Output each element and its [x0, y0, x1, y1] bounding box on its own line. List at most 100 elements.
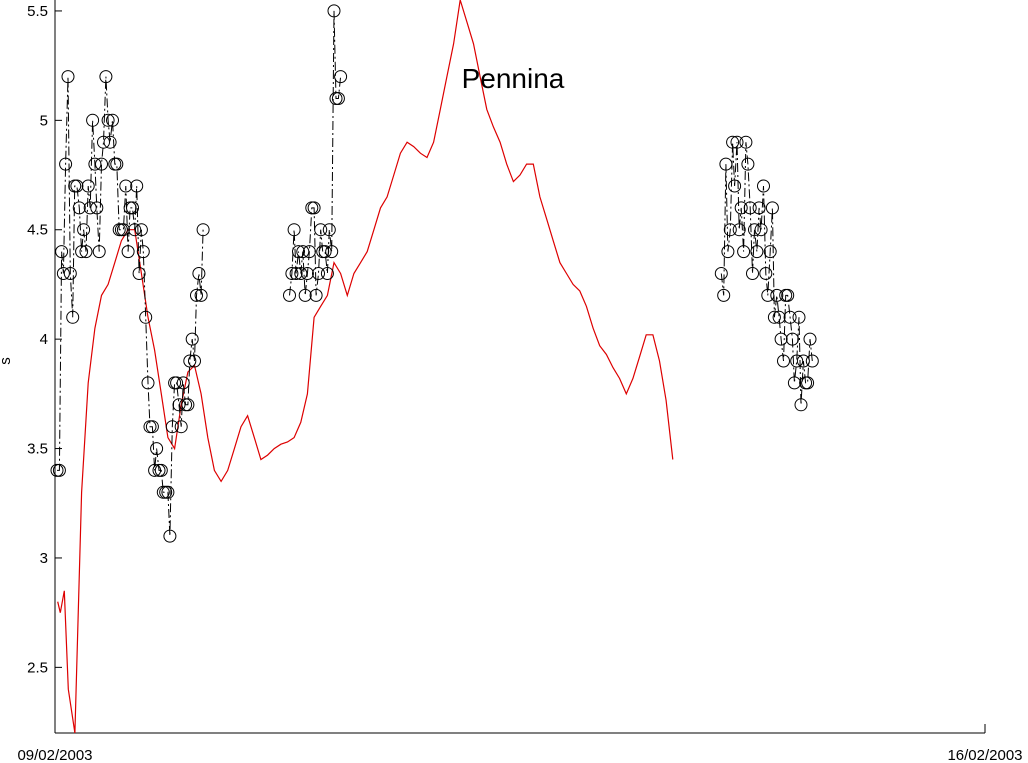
observed-point [322, 223, 336, 237]
observed-point [72, 201, 86, 215]
observed-point [150, 442, 164, 456]
chart-title: Pennina [462, 63, 565, 94]
y-tick-label: 4.5 [27, 222, 48, 239]
observed-point [781, 288, 795, 302]
observed-point [141, 376, 155, 390]
y-tick-label: 3.5 [27, 441, 48, 458]
observed-point [103, 135, 117, 149]
observed-point [283, 288, 296, 302]
observed-point [723, 223, 737, 237]
observed-point [741, 157, 755, 171]
observed-point [121, 245, 135, 259]
observed-point [714, 267, 728, 280]
observed-point [119, 179, 133, 193]
observed-point [743, 201, 757, 215]
observed-point [728, 179, 742, 193]
observed-point [318, 245, 332, 259]
observed-point [289, 267, 303, 280]
observed-point [801, 376, 815, 390]
observed-point [787, 376, 801, 390]
observed-point [56, 267, 70, 280]
observed-point [748, 223, 761, 237]
y-tick-label: 5.5 [27, 3, 48, 20]
observed-point [334, 70, 348, 84]
observed-point [145, 420, 159, 434]
observed-point [99, 70, 113, 84]
observed-point [309, 288, 323, 302]
observed-point [312, 267, 325, 280]
observed-point [176, 376, 190, 390]
observed-point [752, 201, 766, 215]
observed-point [126, 201, 139, 215]
observed-point [327, 4, 341, 18]
observed-point [307, 201, 321, 215]
observed-point [128, 223, 142, 237]
observed-point [730, 135, 744, 149]
observed-point [763, 245, 777, 259]
observed-point [805, 354, 819, 368]
observed-point [95, 157, 108, 171]
observed-point [294, 267, 308, 280]
observed-point [792, 310, 806, 324]
observed-point [59, 157, 73, 171]
observed-point [148, 463, 162, 477]
observed-point [292, 245, 305, 259]
observed-point [734, 201, 748, 215]
observed-point [63, 267, 77, 280]
observed-point [61, 70, 75, 84]
observed-point [165, 420, 179, 434]
observed-point [761, 288, 775, 302]
observed-point [732, 223, 746, 237]
y-tick-label: 3 [40, 550, 48, 567]
observed-point [77, 223, 91, 237]
observed-point [196, 223, 210, 237]
observed-point [188, 354, 201, 368]
series-layer [50, 0, 819, 734]
observed-point [721, 245, 735, 259]
observed-point [183, 354, 197, 368]
observed-point [287, 223, 301, 237]
observed-point [194, 288, 208, 302]
observed-point [320, 267, 334, 280]
observed-point [794, 398, 808, 412]
observed-point [737, 245, 751, 259]
observed-point [325, 245, 339, 259]
observed-point [110, 157, 124, 171]
observed-point [746, 267, 759, 280]
observed-point [726, 135, 740, 149]
observed-point [185, 332, 199, 346]
observed-point [717, 288, 731, 302]
observed-point [81, 179, 95, 193]
axes [54, 0, 985, 734]
observed-point [302, 245, 316, 259]
observed-point [314, 223, 328, 237]
observed-point [785, 332, 799, 346]
observed-point [285, 267, 299, 280]
observed-point [739, 135, 753, 149]
observed-point [139, 310, 153, 324]
observed-point [190, 288, 203, 302]
observed-point [106, 113, 119, 127]
observed-point [777, 354, 790, 368]
observed-point [174, 420, 188, 434]
observed-point [790, 354, 804, 368]
observed-point [181, 398, 195, 412]
observed-point [172, 398, 186, 412]
observed-point [86, 113, 100, 127]
observed-point [92, 245, 106, 259]
observed-point [331, 92, 345, 105]
observed-point [770, 288, 784, 302]
y-tick-label: 4 [40, 331, 48, 348]
observed-point [97, 135, 110, 149]
observed-point [130, 179, 144, 193]
observed-point [765, 201, 779, 215]
x-tick-label: 16/02/2003 [947, 747, 1022, 763]
ticks: 2.5 3 3.5 4 4.5 5 5.5 09/02/2003 16/02/2003 [17, 3, 1022, 763]
observed-point [803, 332, 817, 346]
observed-point [101, 113, 115, 127]
observed-point [298, 288, 312, 302]
observed-point [88, 157, 102, 171]
observed-point [55, 245, 69, 259]
